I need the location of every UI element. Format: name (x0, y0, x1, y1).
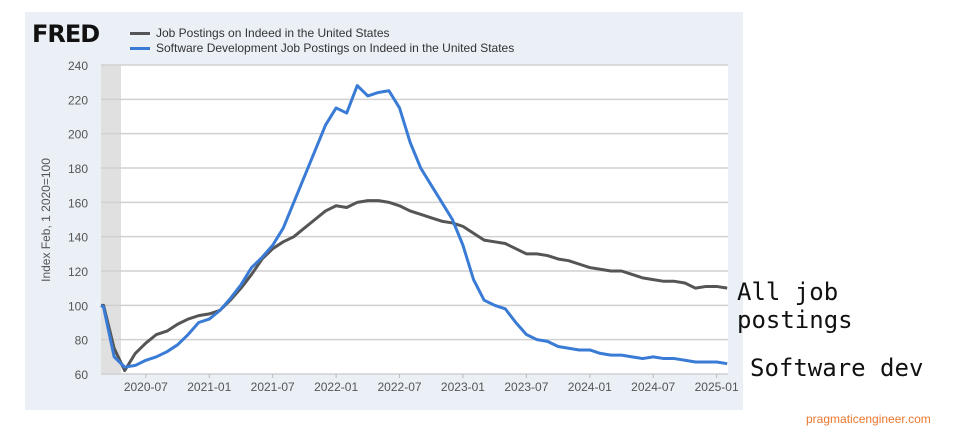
site-credit: pragmaticengineer.com (806, 412, 931, 426)
x-tick-label: 2024-01 (568, 380, 612, 394)
plot-area (101, 65, 728, 374)
y-tick-label: 100 (68, 299, 88, 313)
x-tick-label: 2022-07 (378, 380, 422, 394)
series-line-all (101, 199, 728, 373)
x-tick-label: 2022-01 (314, 380, 358, 394)
x-tick-label: 2023-07 (504, 380, 548, 394)
y-tick-label: 140 (68, 231, 88, 245)
x-tick-label: 2021-01 (187, 380, 231, 394)
y-tick-label: 60 (75, 368, 89, 382)
fred-logo: FRED (32, 20, 100, 48)
y-tick-label: 120 (68, 265, 88, 279)
y-tick-label: 240 (68, 59, 88, 73)
x-tick-label: 2024-07 (631, 380, 675, 394)
x-tick-label: 2020-07 (124, 380, 168, 394)
y-tick-label: 160 (68, 196, 88, 210)
annotation-all-jobs: All job postings (737, 278, 853, 334)
y-tick-label: 80 (75, 334, 89, 348)
y-tick-label: 220 (68, 93, 88, 107)
series-line-software (100, 84, 728, 369)
legend-label: Software Development Job Postings on Ind… (156, 41, 515, 55)
y-axis-label: Index Feb, 1 2020=100 (39, 158, 53, 282)
y-tick-label: 180 (68, 162, 88, 176)
y-tick-label: 200 (68, 128, 88, 142)
legend-item-software: Software Development Job Postings on Ind… (130, 41, 514, 55)
x-tick-label: 2023-01 (441, 380, 485, 394)
legend-item-all: Job Postings on Indeed in the United Sta… (130, 26, 390, 40)
recession-shade (101, 65, 121, 374)
annotation-software-dev: Software dev (750, 354, 924, 382)
x-tick-label: 2021-07 (251, 380, 295, 394)
legend-label: Job Postings on Indeed in the United Sta… (156, 26, 390, 40)
x-tick-label: 2025-01 (695, 380, 739, 394)
